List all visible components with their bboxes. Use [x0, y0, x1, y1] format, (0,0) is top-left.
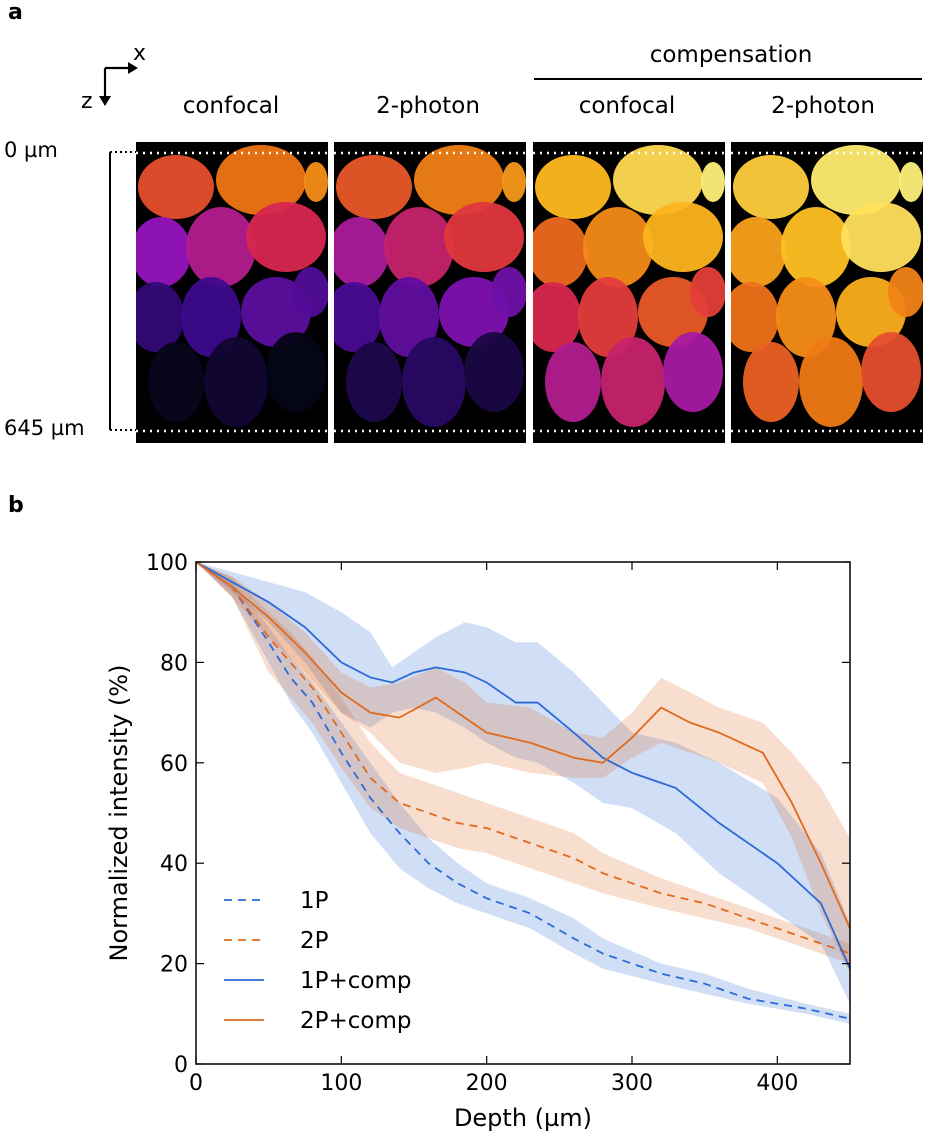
series-line-2P	[195, 561, 851, 955]
x-axis-label: x	[133, 41, 146, 66]
series-line-1P+comp	[195, 561, 851, 969]
x-tick-label: 300	[611, 1071, 653, 1096]
legend-label-2P: 2P	[300, 928, 329, 954]
depth-bracket	[109, 151, 136, 431]
y-axis-title: Normalized intensity (%)	[105, 665, 133, 962]
column-label-2-photon-comp: 2-photon	[771, 93, 875, 119]
x-tick-label: 200	[466, 1071, 508, 1096]
image-2-photon	[334, 142, 526, 443]
band-2P	[196, 562, 850, 964]
y-tick-label: 80	[160, 651, 188, 676]
legend: 1P 2P 1P+comp 2P+comp	[224, 888, 412, 1034]
x-tick-label: 100	[320, 1071, 362, 1096]
image-confocal-compensated	[533, 142, 725, 443]
y-tick-label: 40	[160, 852, 188, 877]
legend-label-2P+comp: 2P+comp	[300, 1008, 412, 1034]
panel-a-letter: a	[8, 0, 23, 25]
plot-frame	[195, 561, 851, 1065]
image-2-photon-compensated	[731, 142, 923, 443]
depth-bottom-label: 645 µm	[4, 416, 85, 440]
y-tick-label: 100	[146, 551, 188, 576]
legend-label-1P: 1P	[300, 888, 329, 914]
y-tick-label: 20	[160, 953, 188, 978]
image-confocal	[136, 142, 328, 443]
axes-orientation-icon: x z	[81, 41, 146, 110]
x-tick-label: 0	[189, 1071, 203, 1096]
x-axis-title: Depth (µm)	[454, 1104, 592, 1132]
column-label-2-photon: 2-photon	[376, 93, 480, 119]
intensity-depth-chart: 0 100 200 300 400 0 20 40 60 80 100 Depth (µm) No…	[105, 551, 851, 1132]
column-label-confocal-comp: confocal	[578, 93, 676, 119]
y-tick-label: 60	[160, 752, 188, 777]
panel-b-letter: b	[8, 493, 24, 518]
x-tick-label: 400	[756, 1071, 798, 1096]
y-ticks: 0 20 40 60 80 100	[146, 551, 850, 1078]
band-2P+comp	[196, 562, 850, 974]
series-line-1P	[195, 561, 851, 1020]
column-label-confocal: confocal	[182, 93, 280, 119]
compensation-group-line	[534, 78, 922, 80]
series-line-2P+comp	[195, 561, 851, 929]
x-ticks: 0 100 200 300 400	[189, 562, 798, 1096]
series-lines	[195, 561, 851, 1020]
compensation-group-label: compensation	[649, 42, 813, 68]
confidence-bands	[196, 562, 850, 1024]
legend-label-1P+comp: 1P+comp	[300, 968, 412, 994]
z-axis-label: z	[81, 89, 93, 110]
y-tick-label: 0	[174, 1053, 188, 1078]
depth-top-label: 0 µm	[4, 138, 58, 162]
